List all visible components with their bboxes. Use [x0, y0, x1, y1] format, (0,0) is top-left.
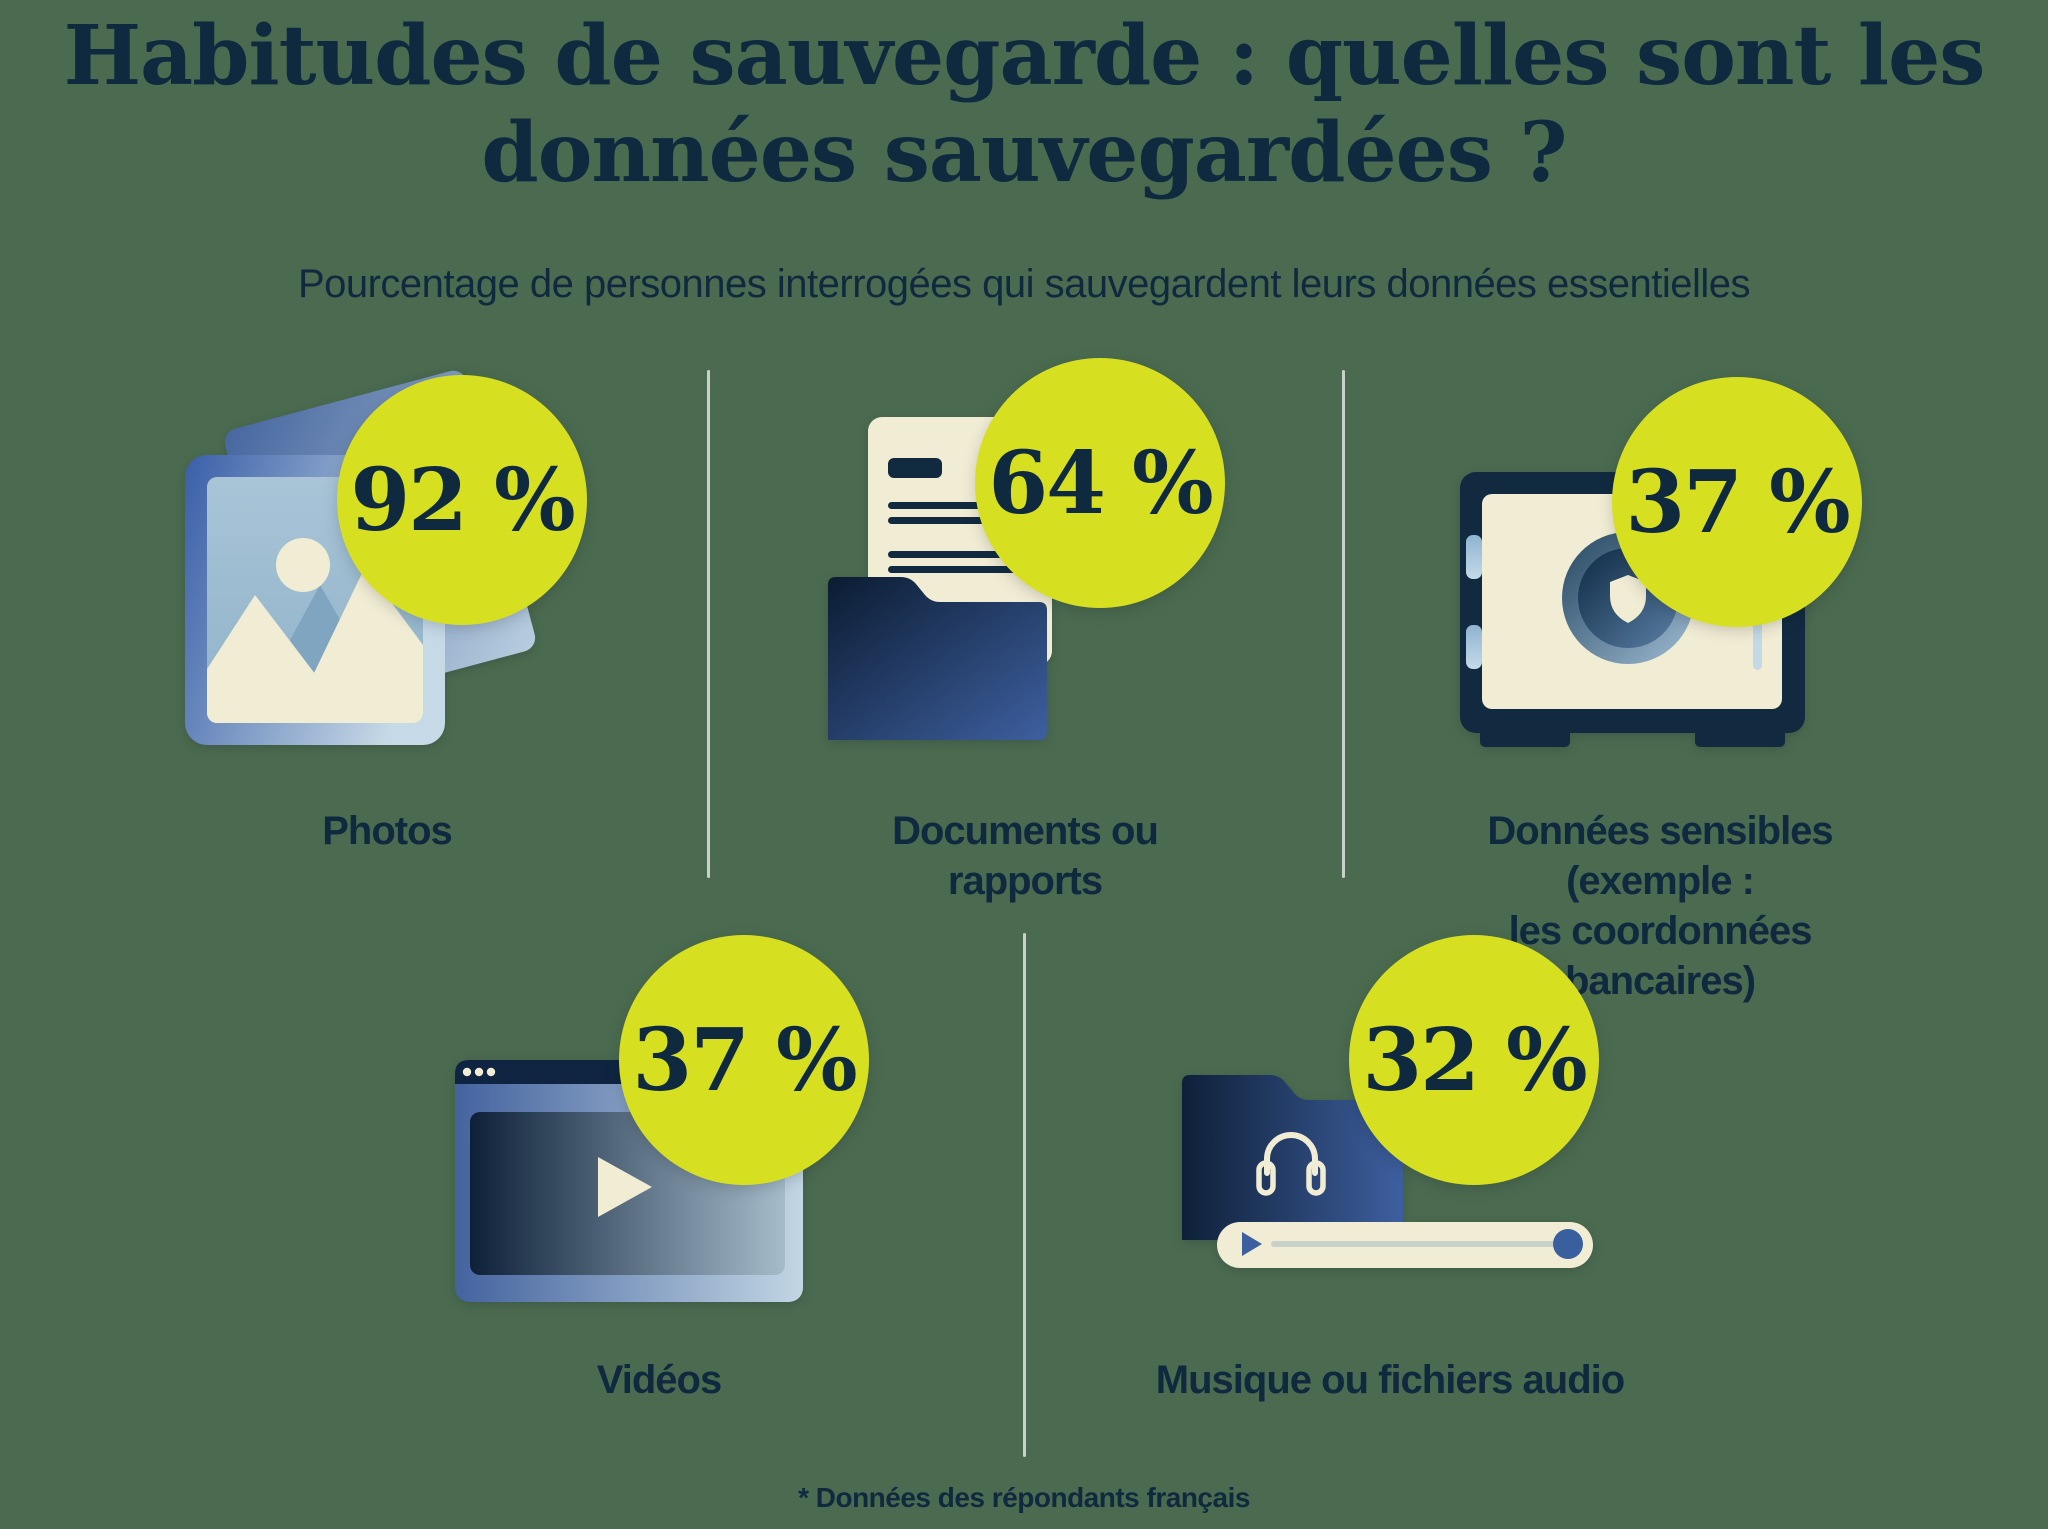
- music-label: Musique ou fichiers audio: [1155, 1358, 1625, 1402]
- page-title-line1: Habitudes de sauvegarde : quelles sont l…: [63, 8, 1986, 104]
- sensitive-data-label-line1: Données sensibles (exemple :: [1487, 809, 1833, 903]
- music-percent-badge: 32 %: [1349, 935, 1599, 1185]
- footnote: * Données des répondants français: [798, 1482, 1250, 1513]
- documents-label: Documents ou rapports: [892, 809, 1159, 903]
- audio-folder-icon: [1182, 1075, 1593, 1268]
- videos-label: Vidéos: [596, 1358, 722, 1402]
- subtitle: Pourcentage de personnes interrogées qui…: [297, 262, 1751, 306]
- videos-percent-value: 37 %: [632, 1009, 857, 1111]
- photos-percent-value: 92 %: [350, 449, 575, 551]
- headphones-icon: [1256, 1132, 1326, 1196]
- sensitive-data-percent-badge: 37 %: [1612, 377, 1862, 627]
- photos-label: Photos: [322, 809, 453, 853]
- page-title: Habitudes de sauvegarde : quelles sont l…: [0, 8, 2048, 202]
- divider-vertical-2: [1342, 370, 1345, 878]
- sensitive-data-label: Données sensibles (exemple : les coordon…: [1410, 806, 1910, 1006]
- divider-vertical-3: [1023, 933, 1026, 1457]
- photos-percent-badge: 92 %: [337, 375, 587, 625]
- divider-vertical-1: [707, 370, 710, 878]
- sensitive-data-percent-value: 37 %: [1625, 451, 1850, 553]
- documents-percent-badge: 64 %: [975, 358, 1225, 608]
- documents-percent-value: 64 %: [988, 432, 1213, 534]
- sensitive-data-label-line2: les coordonnées bancaires): [1508, 909, 1813, 1003]
- videos-percent-badge: 37 %: [619, 935, 869, 1185]
- music-percent-value: 32 %: [1362, 1009, 1587, 1111]
- page-title-line2: données sauvegardées ?: [481, 105, 1567, 201]
